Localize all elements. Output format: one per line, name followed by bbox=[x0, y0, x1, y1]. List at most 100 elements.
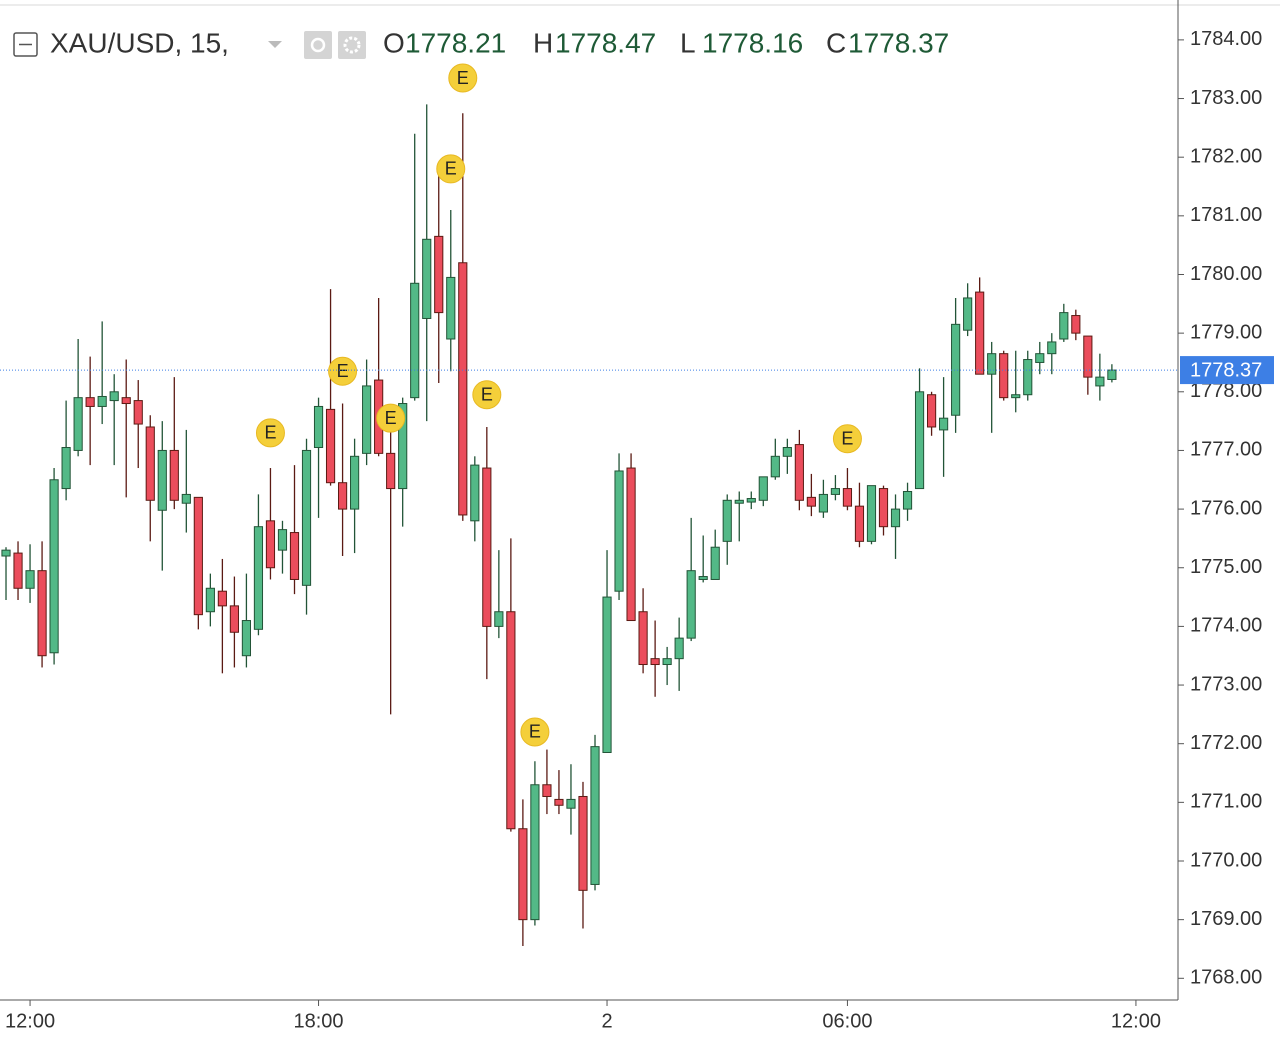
candle-body bbox=[902, 490, 913, 510]
candle-body bbox=[963, 297, 973, 331]
candle-body bbox=[542, 784, 552, 797]
y-tick-label: 1780.00 bbox=[1190, 263, 1262, 285]
event-marker[interactable] bbox=[376, 403, 406, 433]
x-tick-label: 06:00 bbox=[822, 1010, 872, 1032]
candle-body bbox=[806, 496, 816, 507]
candle-body bbox=[253, 526, 264, 630]
y-tick-label: 1777.00 bbox=[1190, 439, 1262, 461]
candle-body bbox=[518, 828, 528, 921]
event-label: E bbox=[529, 722, 541, 742]
candle-body bbox=[782, 447, 792, 457]
collapse-icon[interactable] bbox=[13, 32, 38, 57]
candle-body bbox=[1023, 359, 1033, 396]
event-marker[interactable] bbox=[520, 717, 550, 747]
last-price-box bbox=[1180, 356, 1274, 385]
candle-body bbox=[85, 397, 95, 407]
gear-icon bbox=[343, 36, 361, 54]
candle-body bbox=[530, 784, 540, 921]
event-marker[interactable] bbox=[255, 418, 285, 448]
candle-body bbox=[626, 467, 636, 622]
candle-body bbox=[494, 611, 504, 627]
candle-body bbox=[422, 238, 432, 319]
ohlc-value: 1778.37 bbox=[848, 27, 949, 58]
candle-body bbox=[1, 549, 11, 557]
ohlc-key: C bbox=[826, 27, 846, 58]
candle-body bbox=[470, 464, 480, 522]
ohlc-key: L bbox=[680, 27, 696, 58]
candle-body bbox=[662, 658, 672, 666]
y-tick-label: 1769.00 bbox=[1190, 908, 1262, 930]
candle-body bbox=[818, 493, 828, 513]
y-tick-label: 1772.00 bbox=[1190, 732, 1262, 754]
candle-body bbox=[229, 605, 239, 633]
candle-body bbox=[410, 282, 420, 399]
event-label: E bbox=[457, 68, 469, 88]
candle-body bbox=[1011, 394, 1021, 399]
candle-body bbox=[975, 291, 985, 375]
event-label: E bbox=[337, 361, 349, 381]
candle-body bbox=[482, 467, 492, 627]
settings-button[interactable] bbox=[338, 31, 366, 59]
candle-body bbox=[325, 408, 336, 484]
candle-body bbox=[458, 262, 468, 516]
ohlc-value: 1778.47 bbox=[555, 27, 656, 58]
candle-body bbox=[650, 658, 660, 666]
event-label: E bbox=[264, 423, 276, 443]
y-tick-label: 1783.00 bbox=[1190, 87, 1262, 109]
candle-body bbox=[890, 508, 901, 528]
candle-body bbox=[446, 276, 456, 340]
candle-body bbox=[866, 485, 877, 542]
candle-body bbox=[1095, 376, 1105, 387]
candle-body bbox=[277, 529, 288, 551]
ohlc-readout: O 1778.21 H 1778.47 L 1778.16 C 1778.37 bbox=[383, 27, 949, 58]
candle-body bbox=[73, 397, 83, 451]
event-marker[interactable] bbox=[448, 63, 478, 93]
candle-body bbox=[554, 798, 564, 806]
eye-icon bbox=[310, 37, 326, 53]
ohlc-value: 1778.21 bbox=[405, 27, 506, 58]
y-tick-label: 1782.00 bbox=[1190, 145, 1262, 167]
event-marker[interactable] bbox=[832, 424, 862, 454]
visibility-button[interactable] bbox=[304, 31, 332, 59]
candle-body bbox=[566, 798, 576, 809]
candle-body bbox=[1059, 312, 1069, 340]
ohlc-value: 1778.16 bbox=[702, 27, 803, 58]
candle-body bbox=[854, 505, 865, 542]
candle-body bbox=[398, 403, 408, 490]
dropdown-caret[interactable] bbox=[268, 41, 282, 48]
y-tick-label: 1771.00 bbox=[1190, 791, 1262, 813]
candle-body bbox=[337, 482, 348, 510]
event-marker[interactable] bbox=[472, 380, 502, 410]
y-tick-label: 1773.00 bbox=[1190, 673, 1262, 695]
candle-body bbox=[205, 587, 215, 613]
candle-body bbox=[746, 498, 756, 503]
y-tick-label: 1770.00 bbox=[1190, 849, 1262, 871]
candle-body bbox=[193, 496, 203, 616]
candle-body bbox=[734, 499, 744, 504]
candle-body bbox=[999, 353, 1009, 399]
y-tick-label: 1776.00 bbox=[1190, 497, 1262, 519]
ohlc-key: O bbox=[383, 27, 405, 58]
symbol-title: XAU/USD, 15, bbox=[50, 27, 229, 58]
candle-body bbox=[121, 397, 131, 405]
candle-body bbox=[770, 455, 780, 478]
candle-body bbox=[133, 400, 143, 425]
candle-body bbox=[951, 323, 961, 416]
candle-body bbox=[842, 488, 853, 507]
event-label: E bbox=[385, 408, 397, 428]
candle-body bbox=[614, 470, 624, 592]
candle-body bbox=[926, 394, 937, 428]
candle-body bbox=[1107, 369, 1117, 380]
candle-body bbox=[638, 611, 648, 666]
event-marker[interactable] bbox=[436, 154, 466, 184]
candle-body bbox=[265, 520, 276, 569]
candle-body bbox=[301, 449, 312, 586]
candle-body bbox=[758, 476, 768, 501]
candle-body bbox=[109, 391, 119, 402]
candle-body bbox=[939, 417, 949, 431]
candle-body bbox=[49, 479, 59, 654]
candle-body bbox=[506, 611, 516, 830]
event-marker[interactable] bbox=[328, 356, 358, 386]
candle-body bbox=[1047, 341, 1057, 355]
candle-body bbox=[698, 576, 708, 580]
